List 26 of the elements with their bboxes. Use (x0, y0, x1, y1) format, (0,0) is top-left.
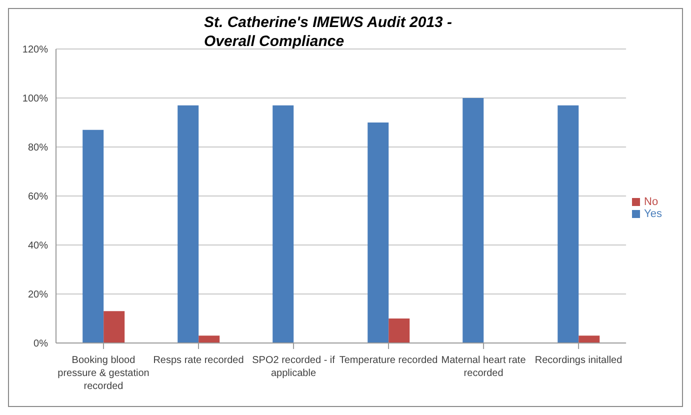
x-tick-label: Booking blood pressure & gestation recorded (58, 355, 150, 392)
x-tick-label: Recordings initalled (534, 355, 622, 366)
x-tick-label: SPO2 recorded - if applicable (252, 355, 336, 379)
chart-title: St. Catherine's IMEWS Audit 2013 - Overall Compliance (204, 13, 454, 51)
bar (104, 311, 125, 343)
bar (198, 336, 220, 343)
bar (272, 105, 294, 343)
bar (368, 122, 389, 343)
bar (178, 105, 199, 343)
bar (462, 98, 484, 343)
y-tick-label: 20% (28, 290, 48, 301)
legend-label: No (644, 196, 658, 208)
bar (578, 336, 600, 343)
y-tick-label: 100% (22, 94, 48, 105)
bar (388, 318, 410, 343)
x-tick-label: Temperature recorded (339, 355, 438, 366)
bar (558, 105, 579, 343)
y-tick-label: 120% (22, 44, 48, 56)
legend-label: Yes (644, 208, 662, 220)
y-tick-label: 80% (28, 142, 48, 154)
bar (82, 130, 104, 343)
y-tick-label: 0% (34, 338, 48, 350)
y-tick-label: 60% (28, 192, 48, 203)
x-tick-label: Maternal heart rate recorded (441, 355, 526, 379)
x-tick-label: Resps rate recorded (153, 355, 244, 366)
y-tick-label: 40% (28, 240, 48, 252)
